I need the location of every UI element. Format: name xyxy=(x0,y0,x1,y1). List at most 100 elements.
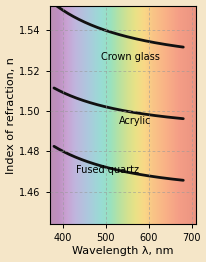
Bar xyxy=(165,6,166,224)
Bar xyxy=(102,6,103,224)
Bar xyxy=(53,6,54,224)
Bar xyxy=(90,6,91,224)
Bar xyxy=(189,6,190,224)
Bar xyxy=(62,6,63,224)
Bar xyxy=(172,6,173,224)
Bar xyxy=(126,6,127,224)
Bar xyxy=(80,6,81,224)
Bar xyxy=(55,6,56,224)
Bar xyxy=(122,6,123,224)
Bar xyxy=(95,6,96,224)
Bar xyxy=(61,6,62,224)
Bar xyxy=(85,6,86,224)
X-axis label: Wavelength λ, nm: Wavelength λ, nm xyxy=(72,246,173,256)
Bar xyxy=(52,6,53,224)
Bar xyxy=(115,6,116,224)
Bar xyxy=(71,6,72,224)
Bar xyxy=(183,6,184,224)
Bar xyxy=(153,6,154,224)
Bar xyxy=(140,6,141,224)
Bar xyxy=(83,6,84,224)
Bar xyxy=(171,6,172,224)
Bar xyxy=(175,6,176,224)
Bar xyxy=(107,6,108,224)
Bar xyxy=(65,6,66,224)
Bar xyxy=(113,6,114,224)
Bar xyxy=(64,6,65,224)
Bar xyxy=(147,6,148,224)
Bar xyxy=(156,6,157,224)
Bar xyxy=(116,6,117,224)
Bar xyxy=(86,6,87,224)
Bar xyxy=(57,6,58,224)
Bar xyxy=(168,6,169,224)
Bar xyxy=(178,6,179,224)
Bar xyxy=(173,6,174,224)
Bar xyxy=(150,6,151,224)
Bar xyxy=(121,6,122,224)
Bar xyxy=(127,6,128,224)
Bar xyxy=(154,6,155,224)
Bar xyxy=(103,6,104,224)
Bar xyxy=(93,6,94,224)
Bar xyxy=(96,6,97,224)
Bar xyxy=(142,6,143,224)
Bar xyxy=(151,6,152,224)
Bar xyxy=(129,6,130,224)
Bar xyxy=(160,6,161,224)
Bar xyxy=(139,6,140,224)
Bar xyxy=(185,6,186,224)
Bar xyxy=(131,6,132,224)
Bar xyxy=(68,6,69,224)
Bar xyxy=(193,6,194,224)
Bar xyxy=(184,6,185,224)
Bar xyxy=(92,6,93,224)
Bar xyxy=(136,6,137,224)
Text: Fused quartz: Fused quartz xyxy=(75,165,138,174)
Bar xyxy=(190,6,191,224)
Bar xyxy=(149,6,150,224)
Bar xyxy=(170,6,171,224)
Bar xyxy=(125,6,126,224)
Bar xyxy=(146,6,147,224)
Bar xyxy=(179,6,180,224)
Bar xyxy=(155,6,156,224)
Bar xyxy=(63,6,64,224)
Bar xyxy=(82,6,83,224)
Bar xyxy=(194,6,195,224)
Bar xyxy=(114,6,115,224)
Bar xyxy=(101,6,102,224)
Bar xyxy=(70,6,71,224)
Bar xyxy=(144,6,145,224)
Bar xyxy=(123,6,124,224)
Bar xyxy=(177,6,178,224)
Bar xyxy=(181,6,182,224)
Bar xyxy=(56,6,57,224)
Bar xyxy=(169,6,170,224)
Bar xyxy=(84,6,85,224)
Bar xyxy=(51,6,52,224)
Bar xyxy=(81,6,82,224)
Bar xyxy=(105,6,106,224)
Bar xyxy=(192,6,193,224)
Bar xyxy=(58,6,59,224)
Bar xyxy=(132,6,133,224)
Bar xyxy=(91,6,92,224)
Bar xyxy=(54,6,55,224)
Bar xyxy=(74,6,75,224)
Bar xyxy=(87,6,88,224)
Bar xyxy=(88,6,89,224)
Bar xyxy=(112,6,113,224)
Bar xyxy=(133,6,134,224)
Bar xyxy=(72,6,73,224)
Bar xyxy=(143,6,144,224)
Bar xyxy=(145,6,146,224)
Bar xyxy=(50,6,51,224)
Bar xyxy=(67,6,68,224)
Bar xyxy=(60,6,61,224)
Y-axis label: Index of refraction, n: Index of refraction, n xyxy=(6,57,16,173)
Bar xyxy=(135,6,136,224)
Bar xyxy=(141,6,142,224)
Bar xyxy=(130,6,131,224)
Bar xyxy=(119,6,120,224)
